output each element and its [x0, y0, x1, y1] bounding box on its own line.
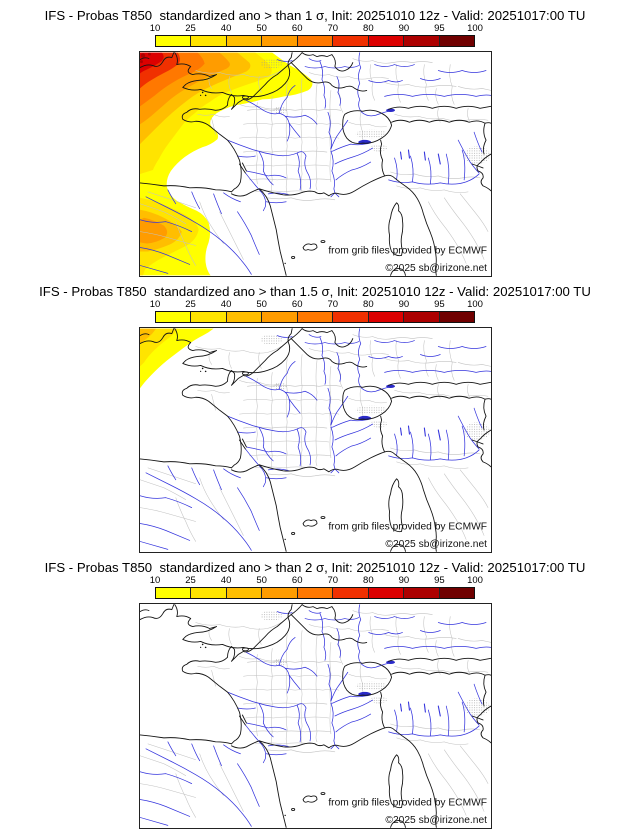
colorbar-tick: 95 — [434, 575, 445, 586]
colorbar-tick: 60 — [291, 299, 303, 310]
map-frame — [138, 603, 492, 829]
colorbar-segment — [262, 36, 298, 46]
colorbar-scale — [155, 587, 475, 599]
map-1-5sigma — [139, 328, 491, 552]
colorbar-segment — [297, 588, 334, 598]
forecast-panel-2sigma: IFS - Probas T850 standardized ano > tha… — [0, 560, 630, 829]
colorbar-tick: 70 — [327, 23, 339, 34]
colorbar-tick: 100 — [467, 575, 483, 586]
colorbar-segment — [262, 312, 298, 322]
colorbar-tick: 40 — [220, 299, 232, 310]
colorbar-tick: 100 — [467, 299, 483, 310]
colorbar-tick: 80 — [363, 299, 374, 310]
panel-title: IFS - Probas T850 standardized ano > tha… — [44, 560, 586, 575]
colorbar-segment — [191, 588, 227, 598]
colorbar-segment — [226, 312, 263, 322]
colorbar-segment — [226, 36, 263, 46]
colorbar-segment — [404, 36, 440, 46]
panel-title: IFS - Probas T850 standardized ano > tha… — [39, 284, 591, 299]
colorbar-segment — [404, 312, 440, 322]
colorbar-tick: 80 — [363, 575, 374, 586]
colorbar-segment — [156, 36, 192, 46]
colorbar-segment — [439, 588, 474, 598]
map-frame — [138, 327, 492, 553]
colorbar-tick: 10 — [149, 23, 161, 34]
colorbar: 10 25 40 50 60 70 80 90 95 100 — [150, 575, 483, 599]
colorbar-scale — [155, 35, 475, 47]
colorbar-segment — [191, 36, 227, 46]
map-1sigma — [139, 52, 491, 276]
colorbar-tick: 70 — [327, 575, 339, 586]
colorbar-segment — [439, 36, 474, 46]
colorbar-tick: 90 — [398, 299, 410, 310]
colorbar-tick: 25 — [185, 23, 196, 34]
colorbar-tick: 90 — [398, 23, 410, 34]
colorbar-tick: 10 — [149, 575, 161, 586]
colorbar-tick: 50 — [256, 299, 267, 310]
colorbar-segment — [333, 312, 369, 322]
colorbar-tick: 60 — [291, 575, 303, 586]
colorbar-segment — [368, 588, 405, 598]
colorbar-tick: 95 — [434, 299, 445, 310]
colorbar-segment — [333, 36, 369, 46]
colorbar: 10 25 40 50 60 70 80 90 95 100 — [150, 23, 483, 47]
colorbar-ticks: 10 25 40 50 60 70 80 90 95 100 — [150, 299, 483, 310]
panel-title: IFS - Probas T850 standardized ano > tha… — [44, 8, 586, 23]
colorbar-ticks: 10 25 40 50 60 70 80 90 95 100 — [150, 23, 483, 34]
colorbar-segment — [297, 36, 334, 46]
colorbar-segment — [226, 588, 263, 598]
map-frame — [138, 51, 492, 277]
colorbar-segment — [297, 312, 334, 322]
colorbar-tick: 25 — [185, 299, 196, 310]
colorbar-tick: 50 — [256, 23, 267, 34]
forecast-panel-1sigma: IFS - Probas T850 standardized ano > tha… — [0, 8, 630, 277]
colorbar-tick: 95 — [434, 23, 445, 34]
colorbar-tick: 40 — [220, 23, 232, 34]
colorbar-tick: 60 — [291, 23, 303, 34]
colorbar: 10 25 40 50 60 70 80 90 95 100 — [150, 299, 483, 323]
colorbar-segment — [404, 588, 440, 598]
colorbar-tick: 40 — [220, 575, 232, 586]
colorbar-tick: 25 — [185, 575, 196, 586]
colorbar-tick: 50 — [256, 575, 267, 586]
colorbar-segment — [368, 312, 405, 322]
colorbar-segment — [368, 36, 405, 46]
colorbar-tick: 10 — [149, 299, 161, 310]
colorbar-tick: 100 — [467, 23, 483, 34]
map-2sigma — [139, 604, 491, 828]
colorbar-scale — [155, 311, 475, 323]
colorbar-segment — [156, 312, 192, 322]
forecast-panel-1-5sigma: IFS - Probas T850 standardized ano > tha… — [0, 284, 630, 553]
colorbar-segment — [156, 588, 192, 598]
colorbar-segment — [262, 588, 298, 598]
colorbar-segment — [439, 312, 474, 322]
colorbar-tick: 70 — [327, 299, 339, 310]
colorbar-ticks: 10 25 40 50 60 70 80 90 95 100 — [150, 575, 483, 586]
colorbar-tick: 90 — [398, 575, 410, 586]
colorbar-tick: 80 — [363, 23, 374, 34]
colorbar-segment — [191, 312, 227, 322]
colorbar-segment — [333, 588, 369, 598]
